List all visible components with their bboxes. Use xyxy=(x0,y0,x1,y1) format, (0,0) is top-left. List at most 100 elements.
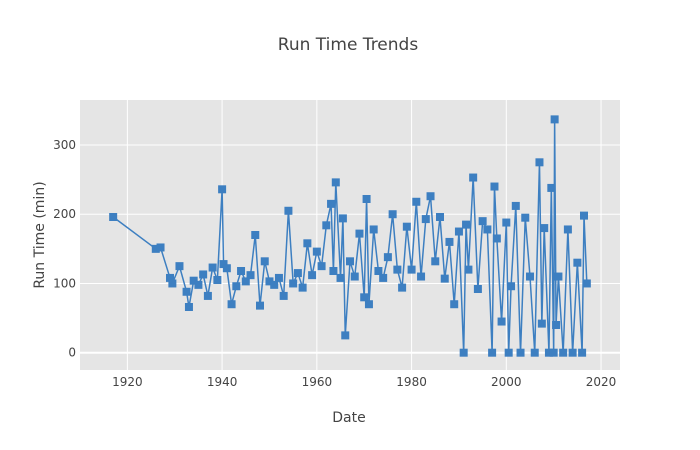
data-point-marker xyxy=(279,291,288,300)
data-point-marker xyxy=(298,283,307,292)
data-point-marker xyxy=(331,178,340,187)
data-point-marker xyxy=(260,257,269,266)
x-tick-label: 1980 xyxy=(396,375,427,389)
y-axis-title: Run Time (min) xyxy=(32,181,48,288)
data-point-marker xyxy=(213,276,222,284)
data-point-marker xyxy=(462,220,471,229)
data-point-marker xyxy=(182,287,191,296)
data-point-marker xyxy=(289,279,298,288)
data-point-marker xyxy=(412,197,421,206)
data-point-marker xyxy=(208,263,217,272)
data-point-marker xyxy=(151,244,160,253)
data-point-marker xyxy=(199,270,208,279)
data-point-marker xyxy=(445,237,454,246)
data-point-marker xyxy=(573,258,582,267)
data-point-marker xyxy=(488,348,497,357)
data-point-marker xyxy=(554,272,563,281)
data-point-marker xyxy=(270,280,279,289)
data-point-marker xyxy=(547,183,556,192)
data-point-marker xyxy=(274,273,283,282)
data-point-marker xyxy=(407,265,416,274)
data-point-marker xyxy=(303,239,312,248)
data-point-marker xyxy=(336,273,345,282)
x-tick-label: 1920 xyxy=(112,375,143,389)
data-point-marker xyxy=(580,211,588,220)
data-point-marker xyxy=(516,348,525,357)
data-point-marker xyxy=(251,231,260,239)
y-tick-label: 0 xyxy=(68,346,76,360)
data-point-marker xyxy=(109,213,118,221)
data-point-marker xyxy=(544,348,553,357)
data-point-marker xyxy=(464,265,473,274)
data-point-marker xyxy=(490,182,499,191)
data-point-marker xyxy=(511,201,520,210)
data-point-marker xyxy=(355,229,364,238)
chart-title: Run Time Trends xyxy=(278,35,419,55)
data-point-marker xyxy=(308,271,317,280)
data-point-marker xyxy=(552,321,561,329)
data-point-marker xyxy=(559,348,568,357)
data-point-marker xyxy=(218,185,227,194)
data-point-marker xyxy=(398,283,407,292)
data-point-marker xyxy=(568,348,577,357)
data-point-marker xyxy=(364,300,373,309)
data-point-marker xyxy=(469,173,478,182)
y-tick-label: 100 xyxy=(53,276,76,290)
data-point-marker xyxy=(535,158,544,167)
data-point-marker xyxy=(426,192,435,201)
data-point-marker xyxy=(388,210,397,219)
data-point-marker xyxy=(156,243,165,252)
data-point-marker xyxy=(362,195,371,203)
data-point-marker xyxy=(327,199,336,208)
data-point-marker xyxy=(497,317,506,326)
data-point-marker xyxy=(312,247,321,256)
data-point-marker xyxy=(284,206,293,215)
x-tick-label: 1940 xyxy=(207,375,238,389)
data-point-marker xyxy=(374,267,383,275)
data-point-marker xyxy=(346,257,354,266)
data-point-marker xyxy=(222,264,231,273)
data-point-marker xyxy=(473,285,482,293)
data-point-marker xyxy=(168,279,177,288)
data-point-marker xyxy=(317,262,326,271)
data-point-marker xyxy=(175,262,184,271)
data-point-marker xyxy=(237,267,246,275)
data-point-marker xyxy=(341,331,350,340)
series-layer xyxy=(109,115,591,357)
data-point-marker xyxy=(383,253,392,262)
data-point-marker xyxy=(417,272,426,281)
data-point-marker xyxy=(189,276,198,285)
data-point-marker xyxy=(421,215,430,224)
data-point-marker xyxy=(478,217,487,226)
data-point-marker xyxy=(540,224,549,233)
data-point-marker xyxy=(563,225,572,234)
data-point-marker xyxy=(360,293,369,302)
data-point-marker xyxy=(227,300,236,309)
data-point-marker xyxy=(550,115,559,124)
data-point-marker xyxy=(504,348,513,357)
y-tick-label: 300 xyxy=(53,138,76,152)
x-tick-label: 2000 xyxy=(491,375,522,389)
data-point-marker xyxy=(350,272,359,281)
data-point-marker xyxy=(459,348,468,357)
data-point-marker xyxy=(265,277,274,286)
data-point-marker xyxy=(393,265,402,274)
data-point-marker xyxy=(184,303,193,311)
data-point-marker xyxy=(329,267,338,275)
data-point-marker xyxy=(338,214,347,223)
data-point-marker xyxy=(454,227,463,236)
data-point-marker xyxy=(549,348,558,357)
data-point-marker xyxy=(246,271,255,280)
tick-labels: 1920 1940 1960 1980 2000 2020 0 100 200 300 xyxy=(53,138,616,389)
data-point-marker xyxy=(483,225,492,234)
data-point-marker xyxy=(507,282,516,291)
data-point-marker xyxy=(322,221,331,230)
data-point-marker xyxy=(526,272,534,281)
x-axis-title: Date xyxy=(332,410,365,426)
data-point-marker xyxy=(440,274,449,283)
data-point-marker xyxy=(369,225,378,234)
y-tick-label: 200 xyxy=(53,207,76,221)
data-point-marker xyxy=(492,234,501,243)
